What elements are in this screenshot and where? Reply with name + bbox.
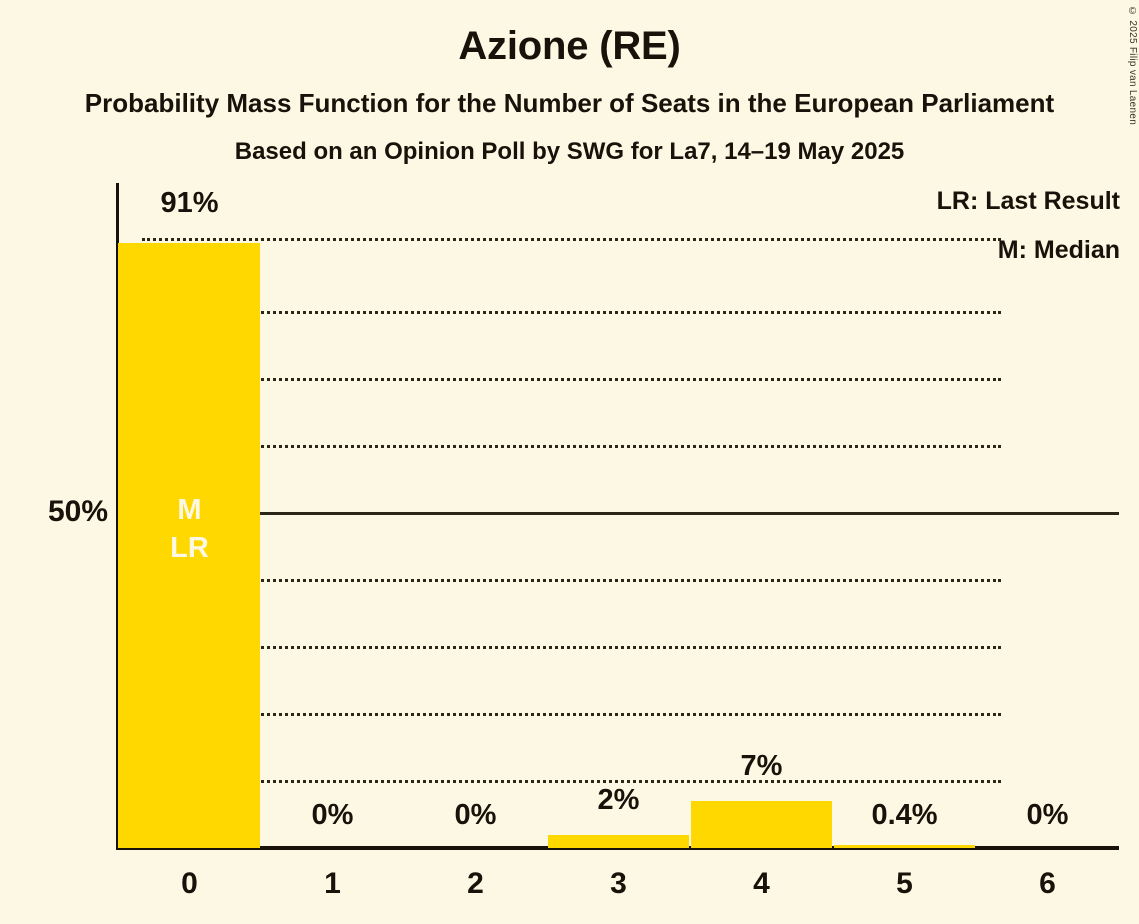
- x-tick-3: 3: [610, 867, 627, 900]
- bar-value-label-6: 0%: [1026, 799, 1069, 831]
- x-tick-6: 6: [1039, 867, 1056, 900]
- legend-median: M: Median: [997, 236, 1120, 264]
- last-result-marker: LR: [170, 532, 209, 564]
- bar-value-label-2: 0%: [454, 799, 497, 831]
- gridline-30: [142, 646, 1001, 649]
- y-axis-line: [116, 183, 119, 850]
- x-tick-2: 2: [467, 867, 484, 900]
- x-axis-line: [118, 846, 1119, 850]
- bar-value-label-0: 91%: [160, 187, 219, 219]
- gridline-70: [142, 378, 1001, 381]
- x-tick-0: 0: [181, 867, 198, 900]
- gridline-60: [142, 445, 1001, 448]
- gridline-50-major: [142, 512, 1119, 515]
- gridline-90: [142, 238, 1001, 241]
- gridline-80: [142, 311, 1001, 314]
- copyright-notice: © 2025 Filip van Laenen: [1127, 6, 1138, 126]
- bar-0[interactable]: [118, 243, 260, 848]
- chart-subtitle-source: Based on an Opinion Poll by SWG for La7,…: [234, 138, 905, 165]
- bar-3[interactable]: [548, 835, 689, 848]
- median-marker: M: [177, 494, 202, 526]
- bar-value-label-1: 0%: [311, 799, 354, 831]
- bar-4[interactable]: [691, 801, 832, 848]
- gridline-10: [142, 780, 1001, 783]
- x-tick-4: 4: [753, 867, 770, 900]
- gridline-40: [142, 579, 1001, 582]
- x-tick-1: 1: [324, 867, 341, 900]
- page-title: Azione (RE): [458, 24, 681, 68]
- bar-value-label-4: 7%: [740, 750, 783, 782]
- bar-value-label-5: 0.4%: [871, 799, 938, 831]
- plot-area: [118, 183, 1119, 848]
- legend-last-result: LR: Last Result: [936, 187, 1120, 215]
- bar-value-label-3: 2%: [597, 784, 640, 816]
- chart-subtitle-primary: Probability Mass Function for the Number…: [84, 88, 1055, 118]
- bar-5[interactable]: [834, 845, 975, 848]
- x-tick-5: 5: [896, 867, 913, 900]
- gridline-20: [142, 713, 1001, 716]
- y-tick-label-50: 50%: [47, 495, 108, 528]
